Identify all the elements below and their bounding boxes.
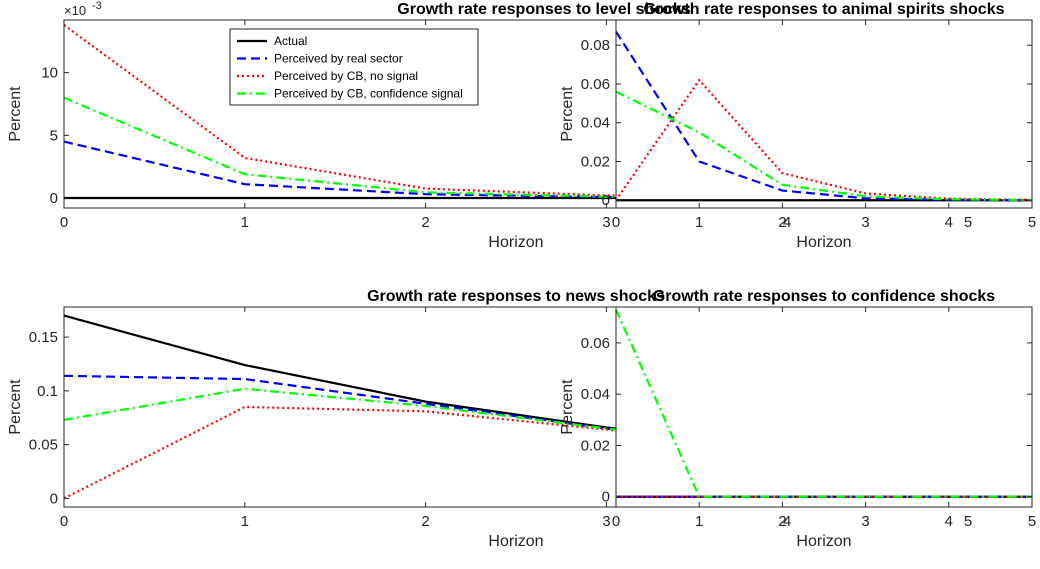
chart-title: Growth rate responses to animal spirits … (644, 1, 1005, 18)
legend-entry-label: Perceived by CB, no signal (274, 69, 418, 83)
x-tick-label: 3 (602, 513, 610, 530)
chart-panel-2: 0 1 2 3 4 500.020.040.060.08HorizonPercentGro… (559, 1, 1036, 251)
x-axis-label: Horizon (796, 533, 851, 550)
x-tick-label: 3 (861, 214, 869, 231)
chart-title: Growth rate responses to news shocks (367, 288, 665, 305)
legend-entry-label: Actual (274, 34, 307, 48)
chart-panel-4: 0 1 2 3 4 500.020.040.06HorizonPercentGrowth … (559, 288, 1036, 550)
x-tick-label: 5 (1028, 214, 1036, 231)
x-tick-label: 4 (783, 513, 791, 530)
x-axis-label: Horizon (488, 533, 543, 550)
legend-box (229, 28, 479, 106)
series-line-3 (615, 78, 1033, 201)
series-line-3 (63, 24, 969, 199)
y-axis-label: Percent (559, 86, 576, 142)
y-tick-label: 0.15 (29, 329, 58, 346)
x-axis-label: Horizon (796, 234, 851, 251)
x-tick-label: 3 (861, 513, 869, 530)
y-tick-label: 0.06 (581, 76, 610, 93)
x-tick-label: 0 (612, 513, 620, 530)
x-tick-label: 5 (964, 214, 972, 231)
y-tick-label: 0.04 (581, 115, 610, 132)
y-tick-label: 0 (602, 489, 610, 506)
x-tick-label: 2 (778, 513, 786, 530)
series-line-2 (615, 31, 1033, 202)
series-line-4 (615, 90, 1033, 202)
series-line-4 (63, 387, 969, 462)
x-tick-label: 1 (241, 214, 249, 231)
y-tick-label: 0.02 (581, 153, 610, 170)
y-tick-label: 0.05 (29, 437, 58, 454)
x-tick-label: 5 (964, 513, 972, 530)
chart-title: Growth rate responses to level shocks (397, 1, 691, 18)
x-tick-label: 0 (60, 214, 68, 231)
x-tick-label: 4 (783, 214, 791, 231)
y-tick-label: 5 (50, 127, 58, 144)
chart-title: Growth rate responses to confidence shoc… (653, 288, 995, 305)
x-tick-label: 3 (602, 214, 610, 231)
y-tick-label: 10 (41, 65, 58, 82)
x-tick-label: 5 (1028, 513, 1036, 530)
axes-box (615, 19, 1033, 209)
x-tick-label: 0 (612, 214, 620, 231)
x-tick-label: 1 (241, 513, 249, 530)
y-tick-label: 0 (50, 190, 58, 207)
x-tick-label: 2 (421, 513, 429, 530)
legend-entry-label: Perceived by real sector (274, 52, 403, 66)
y-axis-label: Percent (7, 379, 24, 435)
legend-entry-label: Perceived by CB, confidence signal (274, 87, 463, 101)
axes-box (615, 306, 1033, 508)
plot-area (616, 307, 1032, 507)
x-tick-label: 0 (60, 513, 68, 530)
y-tick-label: 0.1 (37, 383, 58, 400)
y-multiplier-label: ×10 (64, 3, 86, 18)
x-tick-label: 4 (945, 214, 953, 231)
plot-area (616, 20, 1032, 208)
x-axis-label: Horizon (488, 234, 543, 251)
y-tick-label: 0.02 (581, 437, 610, 454)
y-tick-label: 0.08 (581, 37, 610, 54)
y-tick-label: 0.06 (581, 335, 610, 352)
y-tick-label: 0 (50, 490, 58, 507)
y-axis-label: Percent (7, 86, 24, 142)
y-tick-label: 0.04 (581, 386, 610, 403)
x-tick-label: 4 (945, 513, 953, 530)
x-tick-label: 2 (421, 214, 429, 231)
y-tick-label: 0 (602, 192, 610, 209)
y-axis-label: Percent (559, 379, 576, 435)
x-tick-label: 2 (778, 214, 786, 231)
legend: Actual Perceived by real sector Perceived … (229, 28, 479, 106)
series-line-4 (614, 309, 1032, 498)
y-multiplier-exponent: -3 (92, 0, 102, 12)
x-tick-label: 1 (695, 513, 703, 530)
x-tick-label: 1 (695, 214, 703, 231)
